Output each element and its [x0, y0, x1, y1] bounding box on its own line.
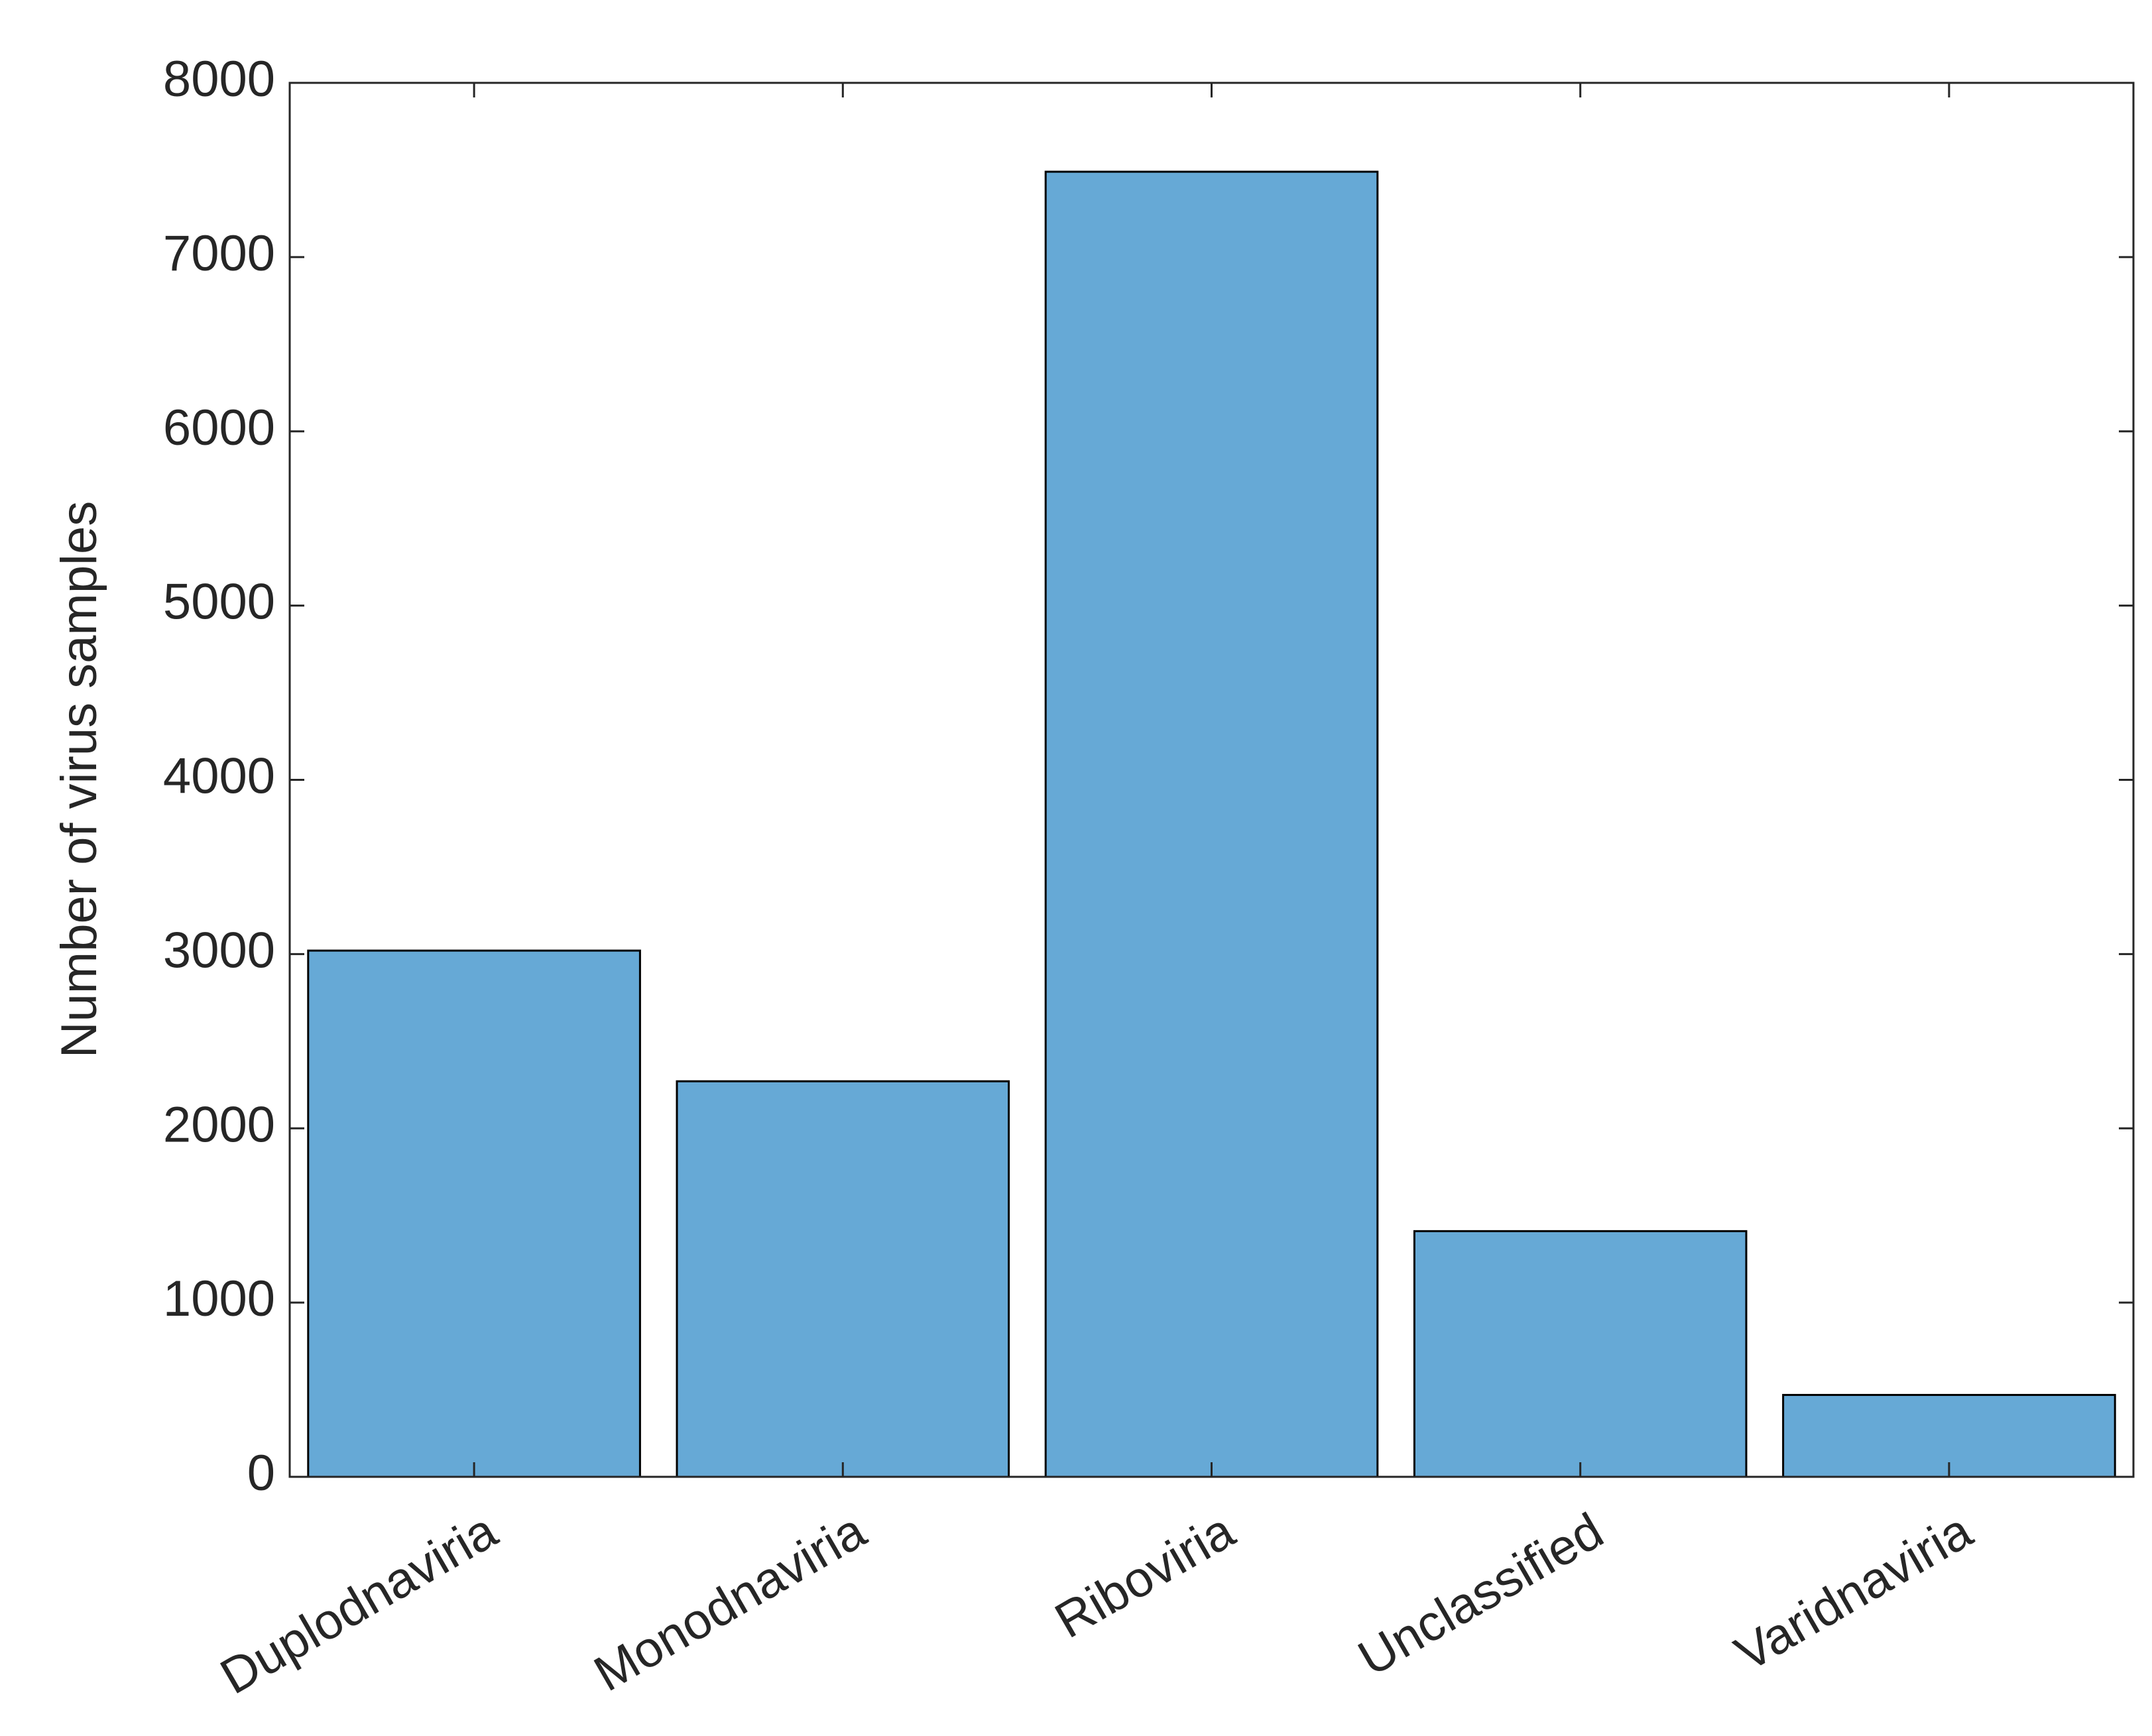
y-tick-label: 2000	[163, 1096, 275, 1153]
bar	[1044, 170, 1379, 1478]
y-tick-label: 5000	[163, 574, 275, 630]
x-tick-label: Riboviria	[1046, 1502, 1244, 1649]
y-tick-label: 1000	[163, 1271, 275, 1327]
bar	[307, 949, 641, 1478]
y-tick-label: 4000	[163, 748, 275, 805]
y-tick-label: 8000	[163, 51, 275, 107]
y-tick-label: 0	[247, 1445, 275, 1501]
y-tick-label: 3000	[163, 922, 275, 978]
y-tick-label: 6000	[163, 400, 275, 456]
x-tick-label: Varidnaviria	[1726, 1502, 1982, 1682]
plot-frame	[288, 82, 2135, 1478]
bar	[676, 1080, 1010, 1478]
y-tick-label: 7000	[163, 225, 275, 282]
x-tick-label: Unclassified	[1349, 1502, 1612, 1686]
y-axis-label: Number of virus samples	[51, 501, 107, 1059]
bar	[1413, 1230, 1748, 1478]
x-tick-label: Monodnaviria	[585, 1502, 875, 1702]
x-tick-label: Duplodnaviria	[211, 1502, 507, 1705]
